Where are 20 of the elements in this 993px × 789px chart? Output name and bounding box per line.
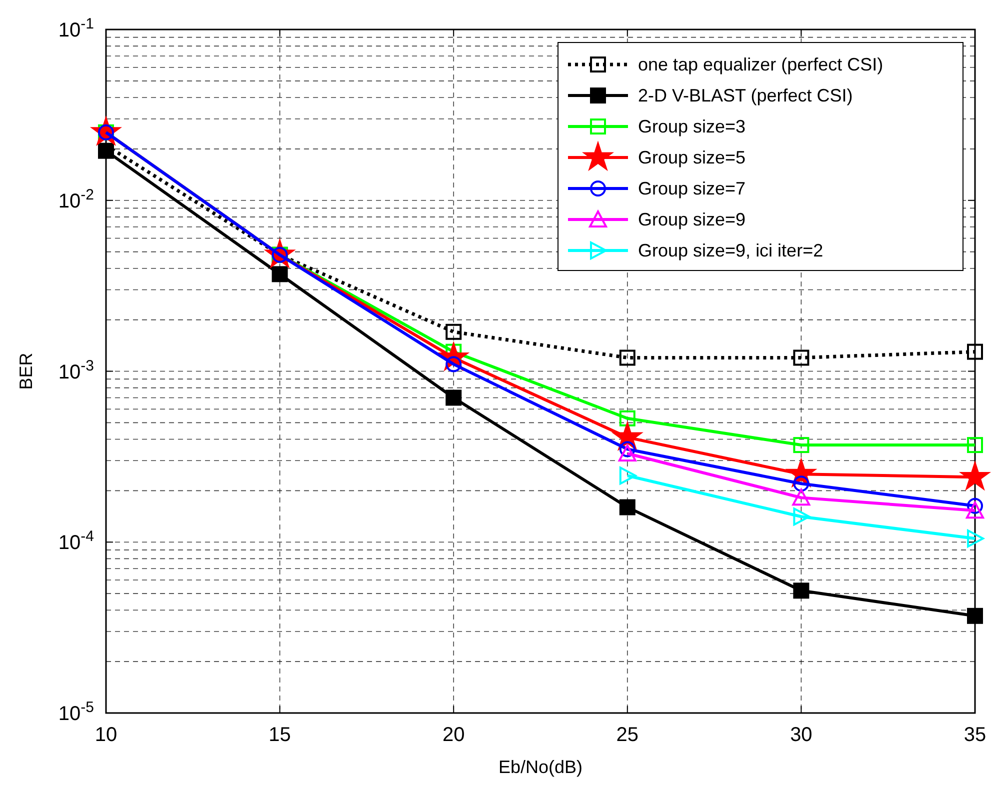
legend-label: Group size=9, ici iter=2 (638, 240, 824, 260)
x-tick-label: 10 (94, 724, 118, 746)
y-tick-label: 10$^{-1}$ (58, 15, 94, 42)
y-tick-label: 10$^{-3}$ (58, 356, 94, 384)
x-tick-label: 15 (268, 724, 291, 746)
y-axis-title: BER (16, 352, 36, 390)
legend-label: 2-D V-BLAST (perfect CSI) (638, 86, 853, 106)
y-tick-label: 10$^{-5}$ (58, 698, 94, 725)
legend-label: Group size=3 (638, 116, 746, 136)
y-tick-label: 10$^{-2}$ (58, 186, 94, 212)
y-tick-label: 10$^{-4}$ (58, 528, 94, 554)
x-tick-label: 20 (442, 724, 465, 746)
legend-label: Group size=5 (638, 148, 746, 168)
x-axis-title: Eb/No(dB) (498, 757, 583, 777)
legend-label: one tap equalizer (perfect CSI) (638, 54, 884, 74)
x-tick-label: 25 (616, 724, 639, 746)
legend-label: Group size=9 (638, 210, 746, 230)
x-tick-label: 35 (964, 724, 986, 746)
legend-label: Group size=7 (638, 178, 746, 198)
x-tick-label: 30 (790, 724, 812, 746)
